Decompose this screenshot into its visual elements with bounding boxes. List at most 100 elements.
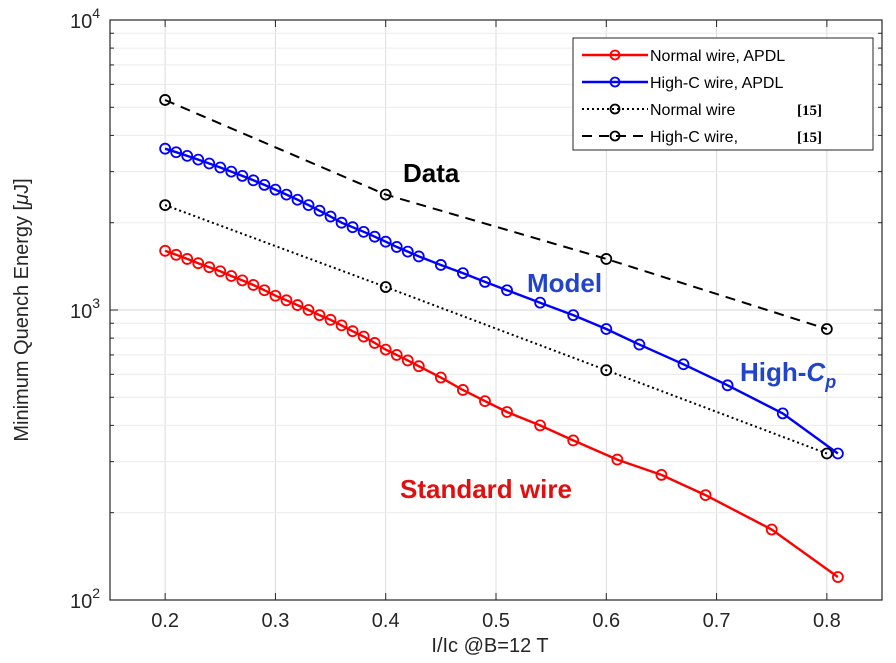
- data-point: [203, 157, 216, 170]
- series-layer: [159, 94, 844, 583]
- data-point: [247, 279, 260, 291]
- y-tick-label: 102: [70, 585, 100, 613]
- x-tick-label: 0.8: [813, 610, 841, 632]
- data-point: [357, 330, 370, 343]
- data-point: [357, 225, 370, 238]
- series-line: [164, 147, 839, 455]
- data-point: [192, 153, 205, 166]
- data-point: [181, 149, 194, 162]
- data-point: [567, 309, 580, 322]
- data-point: [534, 296, 547, 309]
- data-point: [324, 313, 337, 326]
- data-point: [170, 248, 183, 261]
- legend-swatch-marker: [609, 130, 621, 142]
- annotation-data: Data: [403, 158, 460, 188]
- data-point: [479, 395, 491, 408]
- legend: Normal wire, APDL High-C wire, APDL Normal…: [572, 37, 874, 151]
- data-point: [776, 407, 789, 420]
- data-point: [379, 343, 392, 356]
- data-point: [457, 267, 469, 280]
- data-point: [236, 170, 249, 182]
- data-point: [280, 294, 293, 307]
- data-point: [302, 304, 315, 316]
- data-point: [225, 165, 238, 178]
- data-point: [501, 284, 513, 297]
- data-point: [600, 364, 613, 377]
- x-tick-label: 0.2: [151, 610, 179, 632]
- data-point: [346, 221, 359, 234]
- data-point: [820, 323, 833, 335]
- series-normal-wire-apdl: [159, 244, 844, 583]
- data-point: [335, 319, 348, 332]
- data-point: [269, 183, 282, 196]
- x-tick-label: 0.7: [703, 610, 731, 632]
- y-axis-label: Minimum Quench Energy [μJ]: [11, 178, 33, 441]
- data-point: [567, 434, 580, 447]
- data-point: [412, 360, 425, 373]
- series-high-c-wire-apdl: [159, 142, 844, 460]
- data-point: [401, 245, 414, 258]
- data-point: [633, 338, 646, 351]
- data-point: [247, 174, 260, 187]
- data-point: [170, 146, 183, 159]
- data-point: [412, 250, 425, 263]
- data-point: [401, 354, 414, 367]
- data-point: [291, 193, 304, 206]
- data-point: [313, 204, 326, 217]
- data-point: [655, 469, 668, 481]
- data-point: [280, 188, 293, 201]
- legend-swatch-marker: [609, 76, 621, 88]
- data-point: [820, 447, 833, 460]
- x-tick-label: 0.5: [482, 610, 510, 632]
- legend-reference: [15]: [797, 103, 822, 119]
- data-point: [434, 371, 447, 384]
- data-point: [479, 275, 491, 288]
- legend-swatch-marker: [609, 103, 621, 115]
- data-point: [302, 199, 315, 211]
- data-point: [269, 289, 282, 302]
- series-line: [164, 99, 828, 330]
- axis-ticks: 0.2 0.3 0.4 0.5 0.6 0.7 0.8 102 103 104: [70, 5, 882, 632]
- legend-label: Normal wire, APDL: [650, 48, 785, 65]
- data-point: [379, 281, 392, 293]
- series-high-c-wire-data: [159, 94, 833, 335]
- data-point: [225, 270, 238, 282]
- data-point: [192, 257, 205, 270]
- data-point: [181, 253, 194, 265]
- data-point: [831, 447, 844, 460]
- annotation-high-cp: High-Cp: [740, 357, 836, 392]
- data-point: [203, 261, 216, 274]
- data-point: [600, 253, 613, 265]
- data-point: [236, 274, 249, 287]
- legend-label: Normal wire: [650, 102, 735, 119]
- x-axis-label: I/Ic @B=12 T: [431, 635, 548, 657]
- data-point: [534, 419, 547, 432]
- x-tick-label: 0.3: [262, 610, 290, 632]
- data-point: [214, 161, 227, 174]
- legend-reference: [15]: [797, 130, 822, 146]
- data-point: [159, 199, 172, 211]
- data-point: [434, 259, 447, 271]
- data-point: [368, 337, 381, 349]
- x-tick-label: 0.4: [372, 610, 400, 632]
- data-point: [324, 210, 337, 223]
- data-point: [335, 216, 348, 229]
- data-point: [765, 523, 778, 536]
- series-normal-wire-data: [159, 199, 833, 460]
- legend-box: [572, 37, 874, 151]
- data-point: [721, 379, 734, 392]
- y-tick-label: 103: [70, 295, 100, 323]
- data-point: [159, 94, 172, 106]
- data-point: [291, 299, 304, 311]
- data-point: [313, 309, 326, 322]
- data-point: [159, 244, 172, 257]
- data-point: [611, 453, 624, 466]
- data-point: [379, 235, 392, 248]
- legend-label: High-C wire,: [650, 129, 738, 146]
- data-point: [379, 188, 392, 201]
- data-point: [831, 571, 844, 583]
- series-line: [164, 249, 839, 578]
- data-point: [390, 349, 403, 361]
- data-point: [258, 179, 271, 191]
